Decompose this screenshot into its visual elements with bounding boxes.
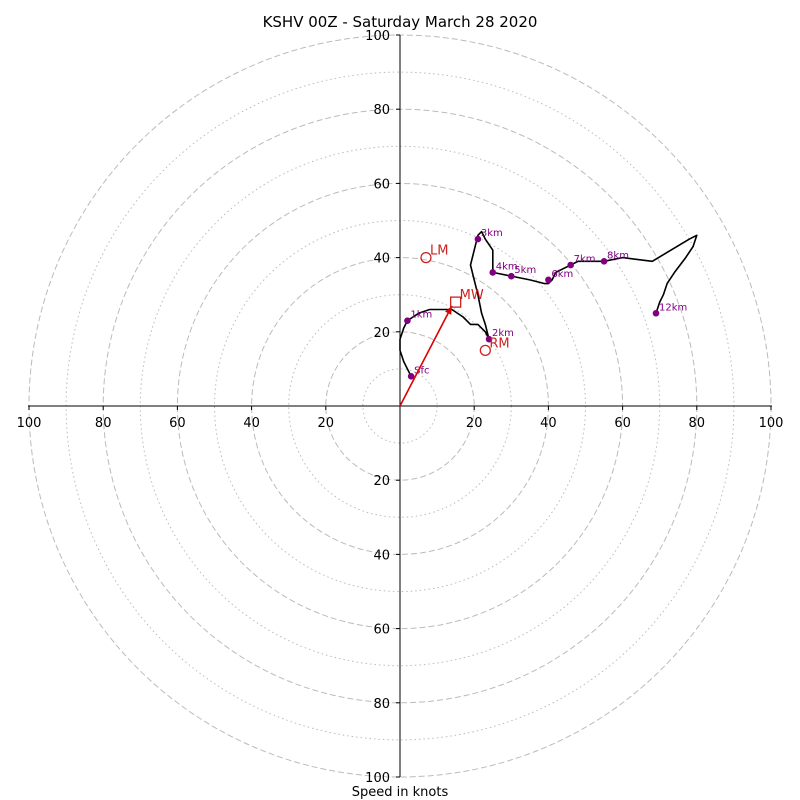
y-tick-label: 100 [365,771,390,786]
height-marker [485,335,493,343]
x-tick-label: 100 [17,416,42,431]
height-label: 1km [410,310,432,321]
x-tick-label: 60 [169,416,186,431]
y-tick-label: 40 [373,252,390,267]
height-marker [567,261,574,269]
height-label: 2km [492,328,514,339]
height-marker [404,317,411,324]
x-tick-label: 20 [318,416,335,431]
storm-motion-marker [420,251,432,264]
height-label: 7km [574,254,596,265]
x-tick-label: 80 [689,416,706,431]
shear-vector-arrowhead [445,305,452,315]
height-marker [474,235,482,243]
y-tick-label: 80 [373,103,390,118]
storm-motion-label: RM [489,336,509,351]
height-marker [600,258,608,265]
height-label: Sfc [414,365,429,376]
x-tick-label: 40 [243,416,260,431]
height-marker [407,373,415,380]
storm-motion-marker [449,296,462,308]
y-tick-label: 60 [373,623,390,638]
height-label: 4km [496,261,518,272]
y-tick-label: 20 [373,326,390,341]
height-marker [545,276,552,284]
x-tick-label: 100 [759,416,784,431]
y-tick-label: 100 [365,29,390,44]
height-label: 8km [607,250,629,261]
storm-motion-label: MW [460,288,484,303]
shear-vector [399,305,453,407]
x-axis-label: Speed in knots [352,785,449,800]
height-label: 12km [659,302,687,313]
tick-labels: 100 80 60 40 20 20 40 60 80 100 20 40 60 80 100 20 40 60 8… [17,29,784,786]
y-tick-label: 60 [373,177,390,192]
x-tick-label: 80 [95,416,112,431]
y-tick-label: 40 [373,548,390,563]
height-label: 5km [514,265,536,276]
hodograph-trace [399,230,698,377]
x-tick-label: 40 [540,416,557,431]
height-label: 3km [481,228,503,239]
storm-motion-label: LM [430,244,448,259]
y-tick-label: 20 [373,474,390,489]
height-marker [489,269,497,276]
x-tick-label: 20 [466,416,483,431]
chart-title: KSHV 00Z - Saturday March 28 2020 [263,13,538,31]
x-tick-label: 60 [614,416,631,431]
storm-motion-marker [479,344,491,357]
height-label: 6km [551,269,573,280]
height-marker [508,272,515,280]
y-tick-label: 80 [373,697,390,712]
height-marker [652,309,660,317]
